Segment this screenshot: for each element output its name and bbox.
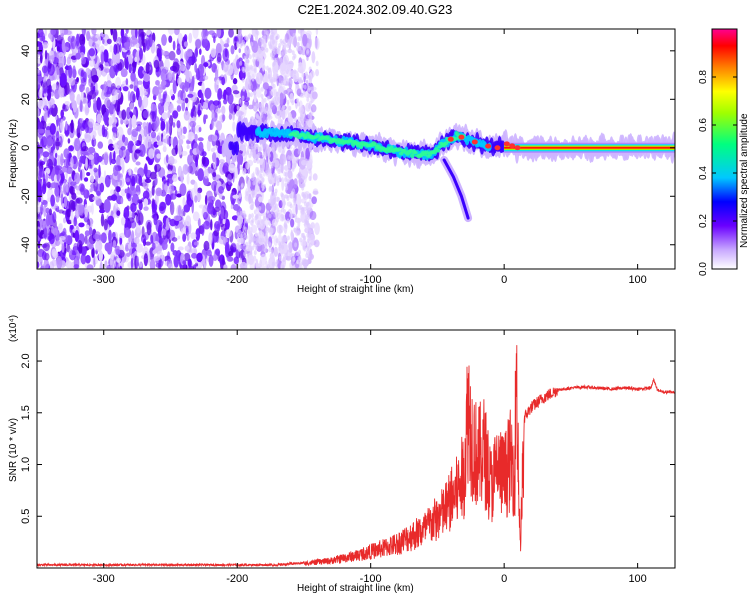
spectrogram-y-tick-label: 0	[20, 145, 32, 151]
colorbar-tick-label: 0.0	[698, 262, 709, 276]
snr-x-tick-label: 100	[628, 573, 646, 585]
snr-x-label: Height of straight line (km)	[297, 583, 414, 594]
snr-x-tick-label: -100	[360, 573, 382, 585]
snr-y-tick-label: 0.5	[20, 509, 32, 524]
spectrogram-y-label: Frequency (Hz)	[8, 119, 19, 188]
snr-y-scale-label: (x10⁴)	[8, 314, 19, 342]
spectrogram-ridge	[221, 115, 675, 223]
spectrogram-x-tick-label: -200	[226, 274, 248, 286]
snr-y-tick-label: 2.0	[20, 353, 32, 368]
colorbar-gradient	[711, 28, 738, 270]
ridge-hotspot	[458, 134, 465, 140]
spectrogram-x-label: Height of straight line (km)	[297, 284, 414, 295]
snr-x-tick-label: -300	[93, 573, 115, 585]
ridge-hotspot	[509, 143, 516, 149]
snr-series-line	[37, 345, 675, 568]
spectrogram-x-ticks: -300 -200 -100 0 100	[93, 29, 647, 286]
colorbar: 0.0 0.2 0.4 0.6 0.8	[698, 28, 738, 276]
spectrogram-frame	[36, 28, 676, 270]
page-title: C2E1.2024.302.09.40.G23	[297, 2, 453, 17]
spectrogram-y-tick-label: -20	[20, 188, 32, 204]
colorbar-tick-label: 0.2	[698, 214, 709, 228]
colorbar-ticks: 0.0 0.2 0.4 0.6 0.8	[698, 70, 737, 276]
spectrogram-x-tick-label: -300	[93, 274, 115, 286]
snr-y-tick-label: 1.5	[20, 405, 32, 420]
ridge-hotspot	[447, 136, 454, 142]
ridge-hotspot	[514, 145, 521, 151]
spectrogram-x-tick-label: 100	[628, 274, 646, 286]
spectrogram-y-tick-label: 20	[20, 93, 32, 105]
snr-x-tick-label: -200	[226, 573, 248, 585]
snr-y-ticks: 0.5 1.0 1.5 2.0	[20, 353, 675, 524]
snr-y-tick-label: 1.0	[20, 457, 32, 472]
ridge-hotspot	[494, 145, 501, 151]
spectrogram-y-ticks: -40 -20 0 20 40	[20, 45, 675, 253]
snr-x-ticks: -300 -200 -100 0 100	[93, 330, 647, 585]
snr-frame	[36, 329, 676, 569]
colorbar-tick-label: 0.8	[698, 70, 709, 84]
snr-x-tick-label: 0	[501, 573, 507, 585]
spectrogram-noise-cloud	[37, 29, 320, 269]
colorbar-tick-label: 0.4	[698, 166, 709, 180]
ridge-hotspot	[471, 139, 478, 145]
carrier-core	[504, 147, 675, 149]
colorbar-tick-label: 0.6	[698, 118, 709, 132]
snr-panel: -300 -200 -100 0 100 0.5 1.0 1.5 2.0	[20, 329, 676, 585]
ridge-branch	[442, 158, 470, 220]
spectrogram-x-tick-label: 0	[501, 274, 507, 286]
snr-y-label: SNR (10 * v/v)	[8, 418, 19, 482]
spectrogram-y-tick-label: 40	[20, 45, 32, 57]
spectrogram-y-tick-label: -40	[20, 237, 32, 253]
ridge-hotspot	[503, 141, 510, 147]
spectrogram-x-tick-label: -100	[360, 274, 382, 286]
colorbar-label: Normalized spectral amplitude	[739, 113, 750, 248]
ridge-hotspot	[485, 143, 492, 149]
